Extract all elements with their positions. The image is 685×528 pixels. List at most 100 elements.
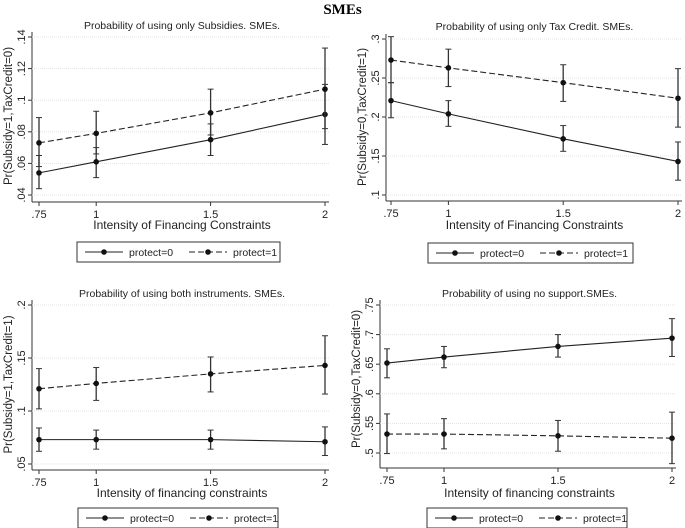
series-line-protect=1: [38, 88, 326, 144]
y-axis-label: Pr(Subsidy=0,TaxCredit=0): [351, 310, 363, 448]
legend-marker: [452, 250, 458, 256]
x-axis-label: Intensity of Financing Constraints: [446, 218, 623, 232]
x-tick-label: 1: [441, 475, 447, 487]
x-tick-label: 1.5: [203, 209, 218, 221]
data-point: [388, 97, 394, 104]
data-point: [388, 57, 394, 63]
data-point: [555, 433, 561, 439]
y-tick-label: .12: [16, 61, 28, 76]
series-line-protect=0: [38, 113, 326, 174]
legend-box: [426, 507, 628, 528]
y-tick-label: .1: [16, 406, 28, 415]
y-tick-label: .55: [364, 416, 376, 431]
data-point: [36, 385, 42, 392]
legend-label: protect=1: [233, 247, 277, 259]
y-tick-label: .6: [364, 389, 376, 398]
y-axis-label: Pr(Subsidy=1,TaxCredit=0): [3, 47, 15, 185]
x-tick-label: 1: [93, 477, 99, 489]
series-line-protect=0: [390, 100, 679, 162]
legend-marker: [205, 249, 211, 255]
panel-title: Probability of using no support.SMEs.: [442, 288, 617, 300]
y-axis-label: Pr(Subsidy=1,TaxCredit=1): [3, 315, 15, 453]
x-axis-label: Intensity of financing constraints: [444, 486, 615, 500]
data-point: [675, 95, 681, 102]
legend-marker: [101, 249, 107, 255]
y-tick-label: .65: [364, 357, 376, 372]
legend-label: protect=1: [584, 248, 628, 260]
x-tick-label: 1: [93, 209, 99, 221]
series-line-protect=0: [386, 337, 673, 364]
data-point: [322, 362, 328, 369]
data-point: [669, 435, 675, 442]
y-tick-label: .1: [370, 190, 382, 199]
data-point: [560, 79, 566, 86]
x-tick-label: 1.5: [550, 475, 565, 487]
y-tick-label: .1: [16, 96, 28, 105]
legend-box: [77, 507, 279, 528]
data-point: [207, 371, 214, 377]
y-tick-label: .08: [16, 124, 28, 139]
legend-marker: [206, 515, 212, 521]
y-tick-label: .05: [16, 456, 28, 471]
x-tick-label: 2: [322, 209, 328, 221]
legend-label: protect=0: [480, 248, 524, 260]
series-line-protect=1: [390, 59, 679, 99]
y-tick-label: .7: [364, 330, 376, 339]
data-point: [322, 438, 328, 445]
y-tick-label: .15: [16, 350, 28, 365]
legend-marker: [555, 515, 561, 521]
data-point: [384, 360, 390, 366]
data-point: [441, 354, 447, 360]
x-tick-label: .75: [31, 477, 46, 489]
data-point: [384, 431, 390, 437]
y-tick-label: .5: [364, 448, 376, 457]
legend-box: [427, 242, 634, 264]
data-point: [207, 136, 214, 143]
legend-label: protect=0: [129, 247, 173, 259]
y-axis-label: Pr(Subsidy=0,TaxCredit=1): [357, 48, 369, 186]
y-tick-label: .06: [16, 156, 28, 171]
x-tick-label: .75: [379, 475, 394, 487]
y-tick-label: .3: [370, 34, 382, 43]
data-point: [207, 110, 214, 116]
x-tick-label: 2: [669, 475, 675, 487]
panel-title: Probability of using both instruments. S…: [79, 288, 285, 300]
y-tick-label: .2: [16, 300, 28, 309]
y-tick-label: .75: [364, 297, 376, 312]
y-tick-label: .15: [370, 148, 382, 163]
data-point: [93, 130, 99, 137]
series-line-protect=1: [38, 364, 326, 390]
data-point: [207, 436, 214, 443]
data-point: [555, 343, 561, 350]
x-tick-label: 2: [322, 477, 328, 489]
data-point: [445, 111, 452, 117]
x-tick-label: .75: [383, 208, 398, 220]
data-point: [675, 158, 681, 165]
data-point: [93, 436, 99, 443]
legend-marker: [102, 515, 108, 521]
data-point: [441, 431, 447, 437]
series-line-protect=1: [387, 433, 673, 439]
data-point: [445, 65, 452, 71]
data-point: [322, 86, 328, 92]
legend-box: [76, 241, 281, 263]
legend-label: protect=1: [583, 513, 627, 525]
x-axis-label: Intensity of financing constraints: [97, 486, 268, 500]
y-tick-label: .14: [16, 29, 28, 44]
x-tick-label: 2: [675, 208, 681, 220]
y-tick-label: .2: [370, 112, 382, 121]
data-point: [560, 136, 566, 142]
legend-label: protect=0: [130, 513, 174, 525]
legend-label: protect=0: [479, 513, 523, 525]
figure-title: SMEs: [323, 2, 362, 18]
legend-marker: [451, 515, 457, 521]
data-point: [669, 335, 675, 341]
x-tick-label: 1.5: [556, 208, 571, 220]
data-point: [36, 436, 42, 443]
panel-title: Probability of using only Subsidies. SME…: [84, 20, 280, 32]
legend-label: protect=1: [234, 513, 278, 525]
panel-title: Probability of using only Tax Credit. SM…: [436, 21, 634, 33]
data-point: [93, 159, 99, 165]
